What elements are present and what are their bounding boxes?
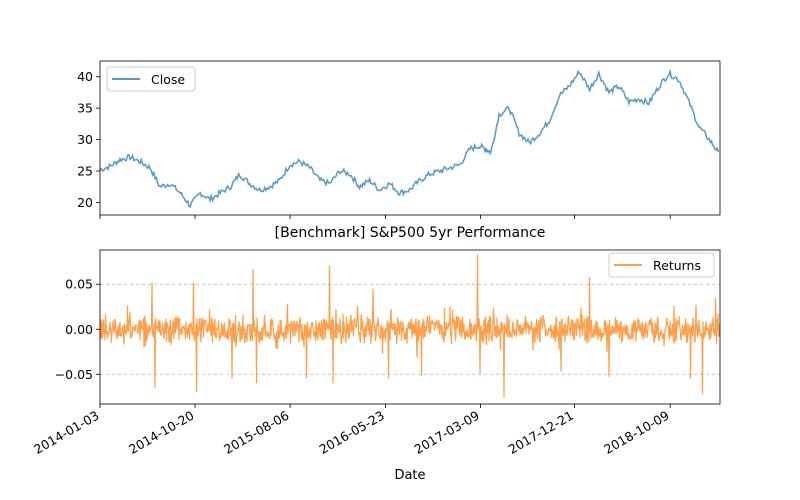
close-ytick-label: 25: [77, 164, 93, 179]
close-ytick-label: 20: [77, 195, 93, 210]
returns-series-group: [99, 254, 721, 398]
returns-legend: Returns: [608, 252, 715, 278]
returns-legend-label: Returns: [653, 258, 701, 273]
returns-xtick-label: 2017-12-21: [506, 408, 576, 457]
returns-xticks: 2014-01-03 2014-10-20 2015-08-06 2016-05-23…: [31, 404, 672, 457]
returns-xtick-label: 2014-10-20: [126, 408, 196, 457]
close-ytick-label: 35: [77, 101, 93, 116]
close-ytick-label: 40: [77, 69, 93, 84]
close-series-line: [99, 68, 720, 209]
returns-yticks: −0.05 0.00 0.05: [55, 277, 100, 382]
close-xticks: [99, 215, 671, 219]
close-legend: Close: [106, 66, 196, 92]
close-legend-label: Close: [151, 72, 185, 87]
close-axes: 20 25 30 35 40 Close: [77, 60, 721, 219]
returns-chart-title: [Benchmark] S&P500 5yr Performance: [275, 225, 546, 241]
returns-xtick-label: 2016-05-23: [317, 408, 387, 457]
returns-legend-box: [608, 252, 715, 278]
returns-gridlines: [100, 283, 720, 375]
returns-ytick-label: 0.00: [65, 322, 93, 337]
close-axes-frame: [99, 60, 721, 216]
returns-series-line: [99, 254, 721, 398]
returns-ytick-label: −0.05: [55, 367, 93, 382]
returns-xtick-label: 2018-10-09: [601, 408, 671, 457]
returns-xtick-label: 2014-01-03: [31, 408, 101, 457]
close-legend-box: [106, 66, 196, 92]
close-series-group: [99, 68, 720, 209]
returns-xtick-label: 2017-03-09: [412, 408, 482, 457]
close-ytick-label: 30: [77, 132, 93, 147]
x-axis-label: Date: [394, 468, 425, 483]
returns-axes: [Benchmark] S&P500 5yr Performance −0.05…: [31, 225, 721, 483]
close-yticks: 20 25 30 35 40: [77, 69, 100, 210]
returns-xtick-label: 2015-08-06: [221, 408, 291, 457]
returns-ytick-label: 0.05: [65, 277, 93, 292]
returns-axes-frame: [99, 249, 721, 405]
